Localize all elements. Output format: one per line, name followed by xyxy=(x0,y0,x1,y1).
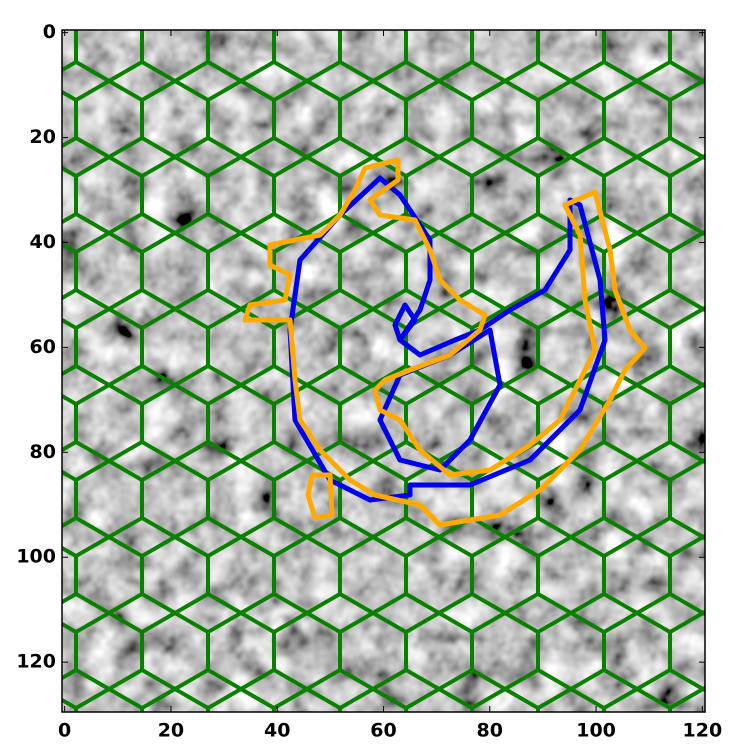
y-tick-label: 100 xyxy=(16,546,56,568)
x-tick-label: 80 xyxy=(477,720,503,742)
x-tick-label: 0 xyxy=(58,720,71,742)
y-tick-label: 40 xyxy=(30,231,56,253)
x-tick-label: 100 xyxy=(576,720,616,742)
x-tick-label: 20 xyxy=(158,720,184,742)
y-tick-label: 120 xyxy=(16,651,56,673)
chart: 0 20 40 60 80 100 120 0 20 40 60 80 100 120 xyxy=(0,0,752,749)
x-tick-label: 120 xyxy=(683,720,723,742)
y-tick-label: 20 xyxy=(30,126,56,148)
y-tick-label: 60 xyxy=(30,336,56,358)
x-tick-label: 40 xyxy=(264,720,290,742)
green-contours xyxy=(62,30,705,712)
y-tick-label: 80 xyxy=(30,441,56,463)
image-area xyxy=(62,30,705,712)
y-tick-label: 0 xyxy=(43,21,56,43)
x-tick-label: 60 xyxy=(370,720,396,742)
